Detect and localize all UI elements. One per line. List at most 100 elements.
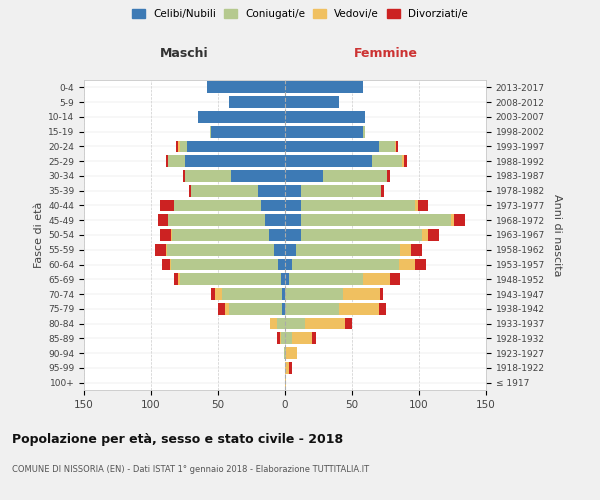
Bar <box>379 140 395 152</box>
Bar <box>285 96 338 108</box>
Bar <box>422 229 428 241</box>
Legend: Celibi/Nubili, Coniugati/e, Vedovi/e, Divorziati/e: Celibi/Nubili, Coniugati/e, Vedovi/e, Di… <box>128 5 472 24</box>
Bar <box>188 185 191 196</box>
Bar <box>415 258 426 270</box>
Bar <box>428 229 439 241</box>
Bar <box>372 156 401 167</box>
Bar <box>285 170 323 182</box>
Bar <box>415 200 418 211</box>
Bar <box>285 200 301 211</box>
Bar <box>285 347 286 359</box>
Bar <box>411 244 422 256</box>
Bar <box>286 347 297 359</box>
Bar <box>166 156 169 167</box>
Bar <box>176 140 178 152</box>
Bar <box>285 126 363 138</box>
Bar <box>185 170 232 182</box>
Bar <box>338 303 379 314</box>
Bar <box>210 126 211 138</box>
Bar <box>285 214 301 226</box>
Bar <box>382 185 384 196</box>
Bar <box>285 362 289 374</box>
Bar <box>277 332 280 344</box>
Bar <box>198 111 285 123</box>
Bar <box>166 244 167 256</box>
Bar <box>265 214 285 226</box>
Bar <box>285 376 286 388</box>
Bar <box>187 140 285 152</box>
Bar <box>285 140 379 152</box>
Bar <box>454 214 464 226</box>
Bar <box>301 200 415 211</box>
Bar <box>451 214 454 226</box>
Bar <box>215 288 222 300</box>
Bar <box>274 244 285 256</box>
Bar <box>404 156 407 167</box>
Bar <box>285 288 343 300</box>
Bar <box>162 258 170 270</box>
Bar <box>289 274 363 285</box>
Bar <box>285 318 305 330</box>
Bar <box>285 258 292 270</box>
Bar <box>172 229 269 241</box>
Bar <box>312 332 316 344</box>
Bar <box>178 274 181 285</box>
Bar <box>400 244 411 256</box>
Bar <box>211 126 285 138</box>
Bar <box>363 126 365 138</box>
Bar <box>343 288 380 300</box>
Bar <box>218 303 225 314</box>
Bar <box>389 274 400 285</box>
Bar <box>169 214 265 226</box>
Bar <box>401 156 404 167</box>
Bar <box>283 303 285 314</box>
Bar <box>211 288 215 300</box>
Bar <box>191 185 258 196</box>
Bar <box>183 170 185 182</box>
Bar <box>280 332 281 344</box>
Bar <box>170 258 171 270</box>
Bar <box>387 170 389 182</box>
Bar <box>301 229 422 241</box>
Bar <box>167 244 274 256</box>
Bar <box>258 185 285 196</box>
Text: COMUNE DI NISSORIA (EN) - Dati ISTAT 1° gennaio 2018 - Elaborazione TUTTITALIA.I: COMUNE DI NISSORIA (EN) - Dati ISTAT 1° … <box>12 465 369 474</box>
Text: Popolazione per età, sesso e stato civile - 2018: Popolazione per età, sesso e stato civil… <box>12 432 343 446</box>
Bar <box>169 156 185 167</box>
Text: Maschi: Maschi <box>160 47 209 60</box>
Bar <box>285 303 338 314</box>
Bar <box>270 318 277 330</box>
Bar <box>305 318 346 330</box>
Bar <box>160 229 171 241</box>
Bar <box>301 214 451 226</box>
Bar <box>281 332 285 344</box>
Bar <box>284 347 285 359</box>
Bar <box>285 244 296 256</box>
Bar <box>292 258 399 270</box>
Bar <box>346 318 352 330</box>
Bar <box>185 156 285 167</box>
Bar <box>171 229 172 241</box>
Bar <box>181 140 187 152</box>
Bar <box>181 274 281 285</box>
Bar <box>285 332 292 344</box>
Y-axis label: Fasce di età: Fasce di età <box>34 202 44 268</box>
Bar <box>261 200 285 211</box>
Bar <box>285 185 301 196</box>
Bar <box>285 82 363 94</box>
Y-axis label: Anni di nascita: Anni di nascita <box>552 194 562 276</box>
Bar <box>379 303 386 314</box>
Bar <box>323 170 387 182</box>
Bar <box>395 140 396 152</box>
Bar <box>232 170 285 182</box>
Bar <box>281 274 285 285</box>
Text: Femmine: Femmine <box>353 47 418 60</box>
Bar <box>160 200 174 211</box>
Bar <box>283 288 285 300</box>
Bar <box>155 244 166 256</box>
Bar <box>285 111 365 123</box>
Bar <box>174 200 261 211</box>
Bar <box>178 140 181 152</box>
Bar <box>289 362 292 374</box>
Bar <box>380 288 383 300</box>
